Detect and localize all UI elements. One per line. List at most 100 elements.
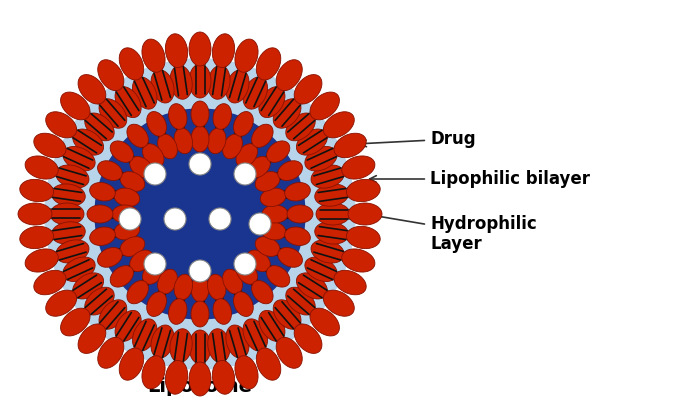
Ellipse shape <box>294 324 322 353</box>
Ellipse shape <box>233 292 253 317</box>
Ellipse shape <box>262 205 288 223</box>
Ellipse shape <box>174 128 193 154</box>
Circle shape <box>249 213 271 235</box>
Ellipse shape <box>191 276 209 302</box>
Ellipse shape <box>278 247 302 267</box>
Ellipse shape <box>130 250 153 272</box>
Ellipse shape <box>273 300 301 329</box>
Ellipse shape <box>273 99 301 128</box>
Ellipse shape <box>208 274 226 300</box>
Ellipse shape <box>247 157 270 178</box>
Ellipse shape <box>132 77 157 109</box>
Ellipse shape <box>120 237 145 256</box>
Ellipse shape <box>110 265 133 287</box>
Ellipse shape <box>324 112 354 138</box>
Ellipse shape <box>56 240 89 263</box>
Ellipse shape <box>25 156 58 179</box>
Ellipse shape <box>223 134 242 159</box>
Ellipse shape <box>278 161 302 180</box>
Ellipse shape <box>61 92 90 120</box>
Ellipse shape <box>226 70 249 103</box>
Ellipse shape <box>235 39 258 72</box>
Text: Hydrophilic
Layer: Hydrophilic Layer <box>370 213 537 254</box>
Ellipse shape <box>151 70 174 103</box>
Circle shape <box>144 163 166 185</box>
Ellipse shape <box>25 249 58 272</box>
Ellipse shape <box>157 269 177 294</box>
Ellipse shape <box>208 65 230 99</box>
Ellipse shape <box>243 77 268 109</box>
Ellipse shape <box>72 129 104 155</box>
Ellipse shape <box>130 157 153 178</box>
Ellipse shape <box>348 203 382 225</box>
Ellipse shape <box>266 141 290 162</box>
Ellipse shape <box>316 203 350 225</box>
Ellipse shape <box>127 281 148 304</box>
Ellipse shape <box>189 330 211 364</box>
Ellipse shape <box>189 32 211 66</box>
Circle shape <box>234 163 256 185</box>
Ellipse shape <box>132 319 157 351</box>
Ellipse shape <box>297 129 327 155</box>
Ellipse shape <box>56 165 89 188</box>
Ellipse shape <box>286 287 315 315</box>
Ellipse shape <box>99 300 127 329</box>
Ellipse shape <box>259 87 285 118</box>
Ellipse shape <box>127 124 148 147</box>
Ellipse shape <box>170 329 193 362</box>
Ellipse shape <box>97 161 122 180</box>
Ellipse shape <box>119 48 144 80</box>
Ellipse shape <box>285 227 310 245</box>
Ellipse shape <box>168 299 187 324</box>
Ellipse shape <box>213 360 235 394</box>
Ellipse shape <box>266 265 290 287</box>
Ellipse shape <box>286 113 315 141</box>
Ellipse shape <box>98 337 124 368</box>
Ellipse shape <box>63 257 95 281</box>
Ellipse shape <box>208 329 230 362</box>
Ellipse shape <box>223 269 242 294</box>
Ellipse shape <box>147 112 166 136</box>
Ellipse shape <box>243 319 268 351</box>
Ellipse shape <box>143 144 164 167</box>
Ellipse shape <box>346 226 380 249</box>
Ellipse shape <box>252 281 273 304</box>
Ellipse shape <box>256 48 281 80</box>
Ellipse shape <box>342 156 375 179</box>
Circle shape <box>95 109 305 319</box>
Ellipse shape <box>52 184 86 206</box>
Ellipse shape <box>213 103 231 129</box>
Ellipse shape <box>34 270 66 295</box>
Ellipse shape <box>46 112 77 138</box>
Ellipse shape <box>260 221 286 240</box>
Ellipse shape <box>346 180 380 202</box>
Circle shape <box>164 208 186 230</box>
Ellipse shape <box>90 227 115 245</box>
Ellipse shape <box>285 182 310 201</box>
Ellipse shape <box>78 324 106 353</box>
Ellipse shape <box>115 87 141 118</box>
Ellipse shape <box>63 146 95 171</box>
Ellipse shape <box>324 290 354 316</box>
Ellipse shape <box>305 146 337 171</box>
Ellipse shape <box>97 247 122 267</box>
Ellipse shape <box>310 308 339 336</box>
Ellipse shape <box>78 74 106 104</box>
Text: Lipophilic bilayer: Lipophilic bilayer <box>370 170 590 188</box>
Ellipse shape <box>120 172 145 191</box>
Ellipse shape <box>213 34 235 67</box>
Circle shape <box>119 208 141 230</box>
Ellipse shape <box>166 34 188 67</box>
Text: Drug: Drug <box>359 130 475 148</box>
Ellipse shape <box>115 310 141 342</box>
Ellipse shape <box>110 141 133 162</box>
Ellipse shape <box>98 60 124 91</box>
Ellipse shape <box>315 184 348 206</box>
Ellipse shape <box>90 182 115 201</box>
Ellipse shape <box>255 237 280 256</box>
Ellipse shape <box>259 310 285 342</box>
Ellipse shape <box>166 360 188 394</box>
Ellipse shape <box>208 128 226 154</box>
Ellipse shape <box>247 250 270 272</box>
Ellipse shape <box>236 261 257 284</box>
